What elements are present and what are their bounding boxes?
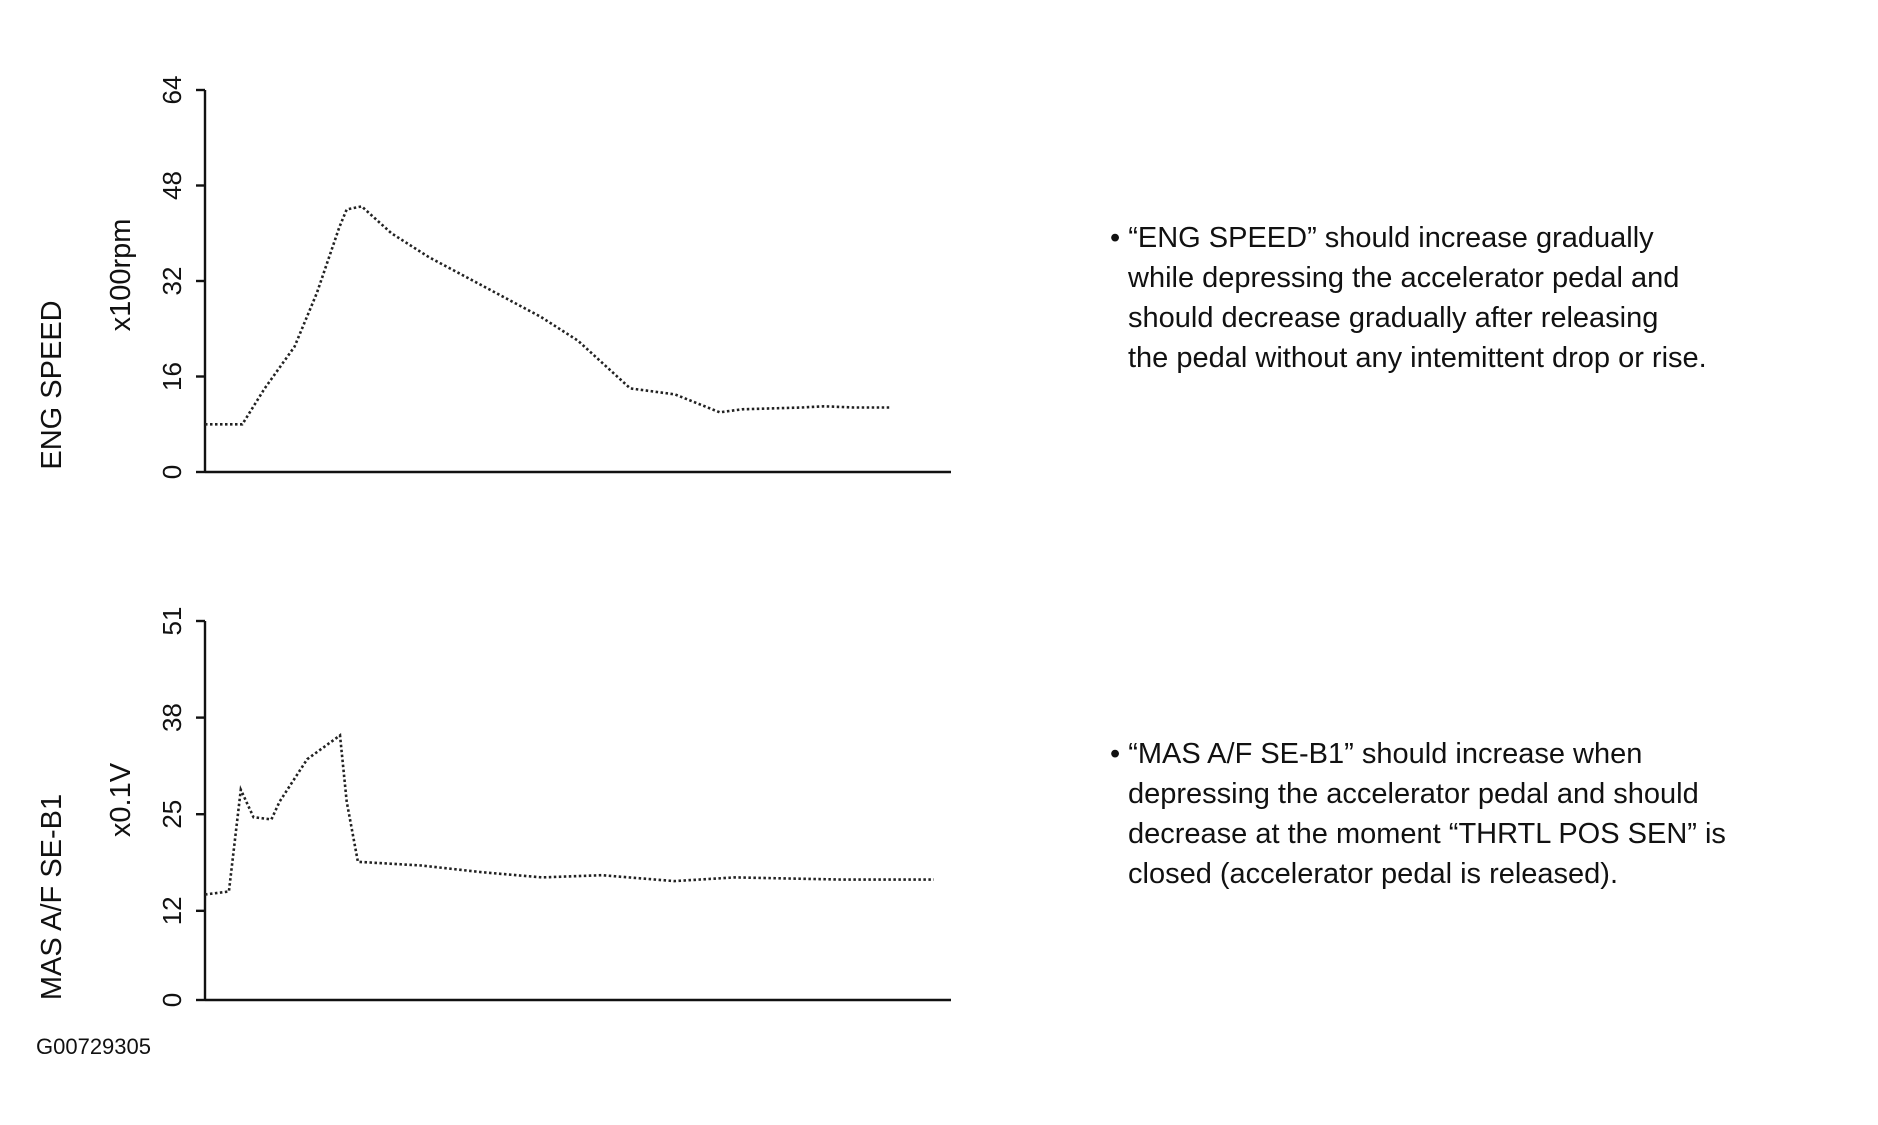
- y-tick-label: 38: [157, 703, 187, 732]
- y-tick-label: 12: [157, 896, 187, 925]
- note-line: decrease at the moment “THRTL POS SEN” i…: [1128, 818, 1726, 850]
- y-tick-label: 16: [157, 362, 187, 391]
- data-line: [205, 204, 892, 426]
- y-tick-label: 25: [157, 800, 187, 829]
- y-tick-label: 0: [157, 993, 187, 1007]
- note-line: the pedal without any intemittent drop o…: [1128, 342, 1707, 374]
- y-tick-label: 51: [157, 607, 187, 636]
- y-axis-label: MAS A/F SE-B1: [36, 794, 68, 1000]
- y-tick-label: 0: [157, 465, 187, 479]
- y-tick-label: 64: [157, 76, 187, 105]
- data-line: [204, 733, 934, 896]
- note-line: should decrease gradually after releasin…: [1128, 302, 1658, 334]
- y-axis-label: ENG SPEED: [36, 300, 68, 469]
- y-tick-label: 32: [157, 267, 187, 296]
- figure-id: G00729305: [36, 1034, 151, 1059]
- note-line: • “ENG SPEED” should increase gradually: [1110, 222, 1654, 254]
- y-unit-label: x0.1V: [105, 762, 137, 837]
- y-tick-label: 48: [157, 171, 187, 200]
- note-line: closed (accelerator pedal is released).: [1128, 858, 1618, 890]
- note-line: • “MAS A/F SE-B1” should increase when: [1110, 738, 1642, 770]
- note-line: while depressing the accelerator pedal a…: [1127, 262, 1679, 294]
- note-line: depressing the accelerator pedal and sho…: [1128, 778, 1699, 810]
- y-unit-label: x100rpm: [105, 219, 137, 332]
